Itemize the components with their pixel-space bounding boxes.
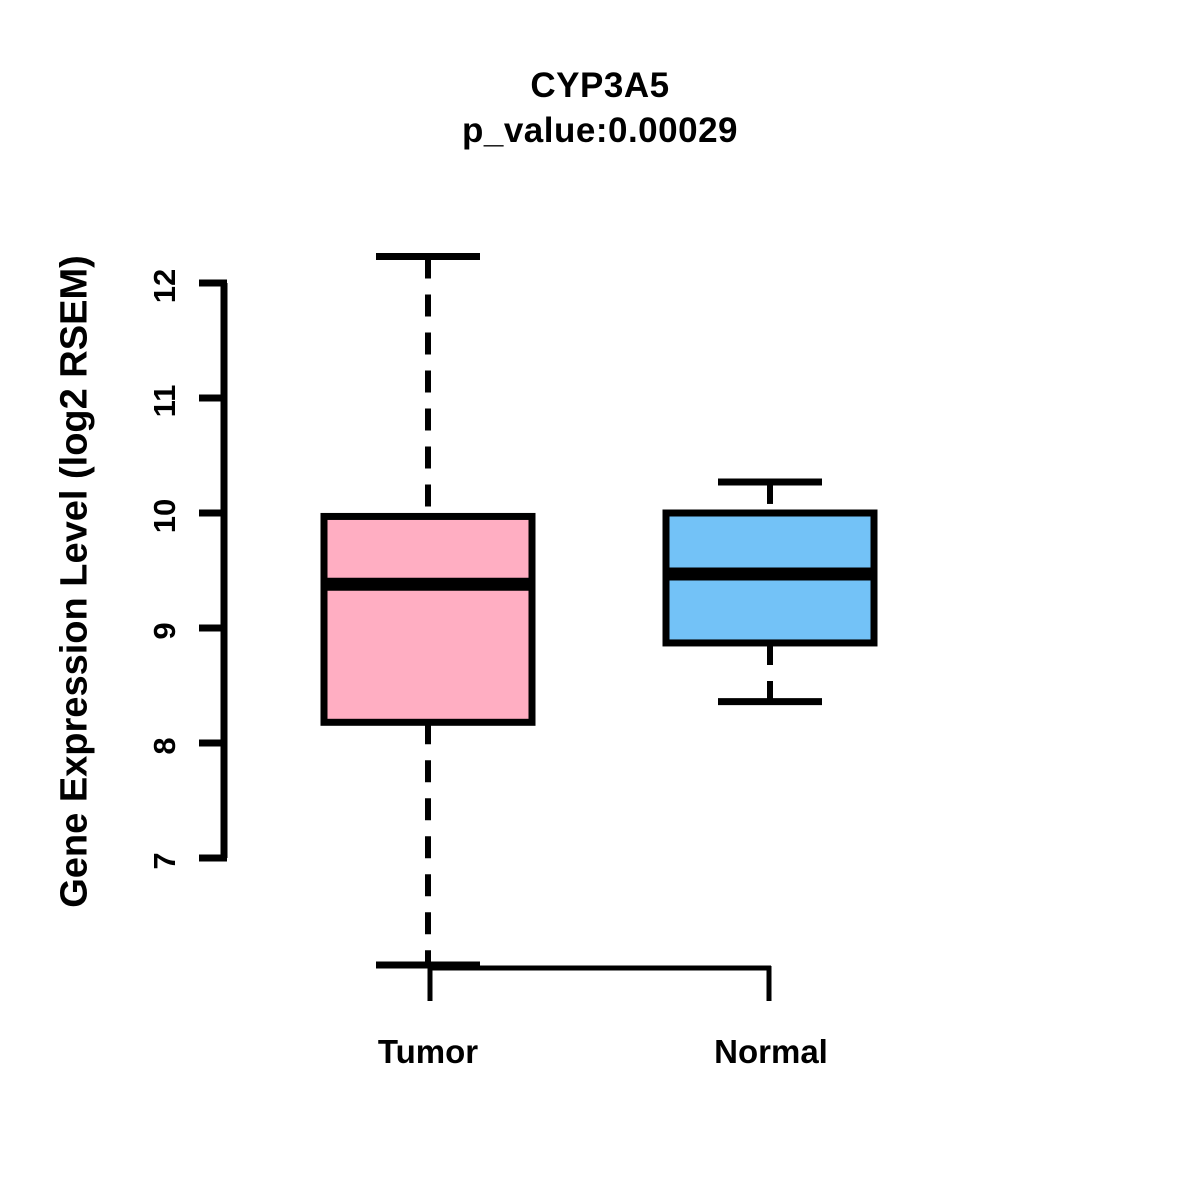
y-axis (199, 279, 228, 862)
boxplot-tumor[interactable] (320, 253, 536, 969)
x-axis (427, 965, 772, 1001)
x-tick-label-normal: Normal (714, 1033, 828, 1070)
boxplot-normal[interactable] (662, 478, 878, 706)
tumor-box-rect[interactable] (320, 512, 536, 726)
x-tick-label-tumor: Tumor (377, 1033, 479, 1070)
